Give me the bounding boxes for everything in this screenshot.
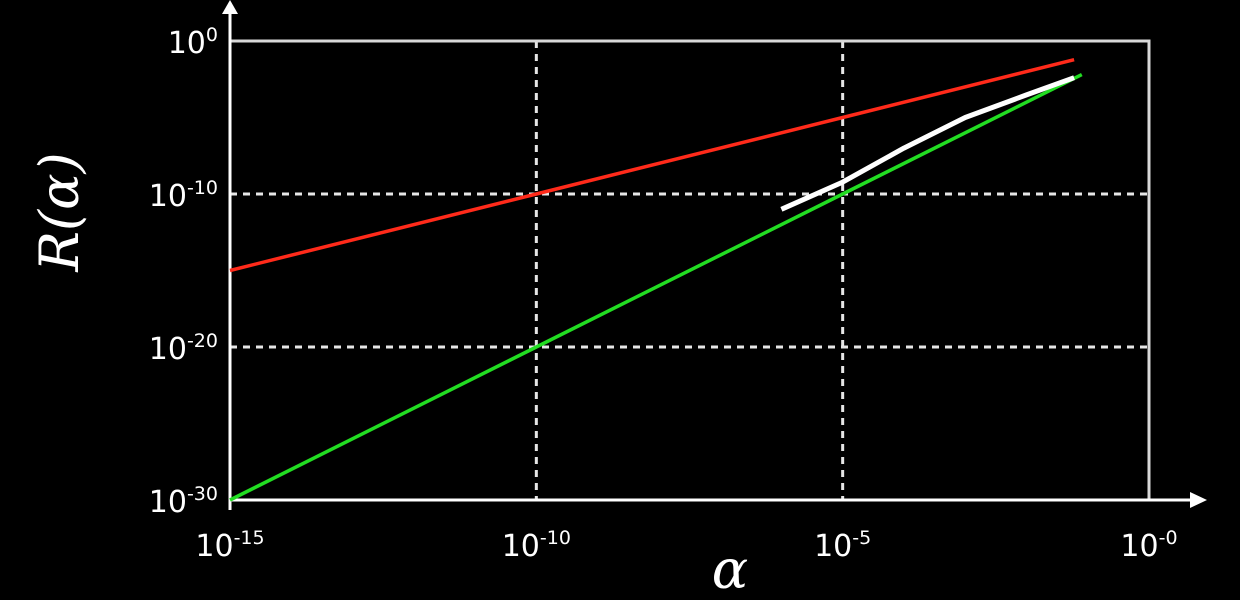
series-line-3 [780, 75, 1075, 212]
series-group [229, 58, 1083, 502]
x-axis-label: α [712, 538, 748, 600]
x-tick-label: 10-0 [1120, 527, 1177, 564]
y-tick-labels: 100 10-10 10-20 10-30 [149, 24, 218, 520]
grid-lines [230, 41, 1149, 500]
y-tick-label: 10-10 [149, 177, 218, 214]
series-line-1 [229, 58, 1075, 273]
y-axis-label: R(α) [28, 152, 91, 272]
x-tick-label: 10-5 [814, 527, 871, 564]
x-axis-arrow [1190, 492, 1207, 508]
y-tick-label: 100 [168, 24, 218, 61]
y-axis-arrow [222, 0, 238, 14]
y-tick-label: 10-30 [149, 483, 218, 520]
axes [222, 0, 1207, 510]
x-tick-labels: 10-15 10-10 10-5 10-0 [195, 527, 1177, 564]
y-tick-label: 10-20 [149, 330, 218, 367]
x-tick-label: 10-10 [502, 527, 571, 564]
x-tick-label: 10-15 [195, 527, 264, 564]
series-line-2 [229, 73, 1083, 502]
